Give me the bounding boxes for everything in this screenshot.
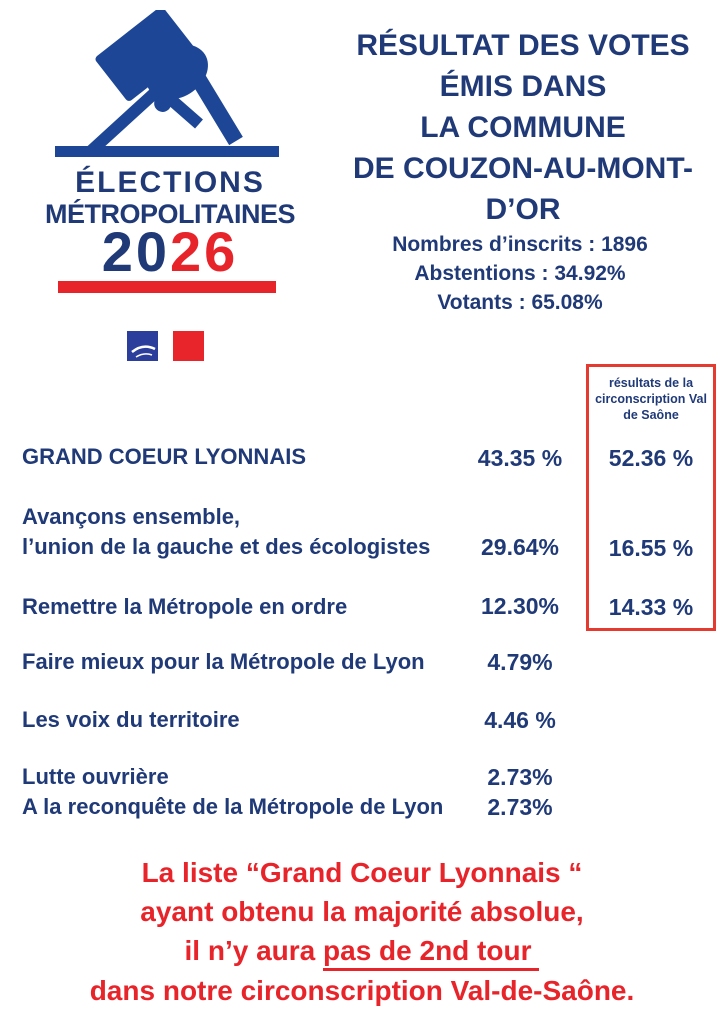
title-line-4: DE COUZON-AU-MONT-D’OR [353,152,693,226]
result-label: GRAND COEUR LYONNAIS [22,444,306,469]
footer-line-4: dans notre circonscription Val-de-Saône. [89,974,635,1006]
title-line-3: LA COMMUNE [420,111,626,144]
circonscription-box [586,364,716,631]
result-label: Les voix du territoire [22,707,240,732]
result-commune-value: 2.73% [487,764,553,790]
logo-title-line2: MÉTROPOLITAINES [44,199,296,229]
logo-title-line1: ÉLECTIONS [75,166,265,199]
participation-stats: Nombres d’inscrits : 1896 Abstentions : … [330,230,710,317]
logo-year-blue: 20 [101,220,170,283]
result-commune-value: 29.64% [480,534,559,560]
result-label: A la reconquête de la Métropole de Lyon [22,794,444,819]
logo-year: 2026 [40,224,300,280]
circ-value-grand-coeur: 52.36 % [608,445,694,471]
circ-header-line-3: de Saône [623,408,679,422]
title-line-1: RÉSULTAT DES VOTES [356,29,690,62]
result-label: Faire mieux pour la Métropole de Lyon [22,649,425,674]
circ-value-remettre: 14.33 % [608,594,694,620]
marianne-profile [165,331,173,361]
result-commune-value: 4.46 % [484,707,556,733]
stat-abstentions: Abstentions : 34.92% [414,262,626,285]
result-commune-value: 12.30% [480,593,559,619]
logo-year-red: 26 [170,220,239,283]
footer-line-1: La liste “Grand Coeur Lyonnais “ [141,857,583,888]
circ-header-line-1: résultats de la [608,376,694,390]
result-label: Lutte ouvrière [22,764,169,789]
stat-inscrits: Nombres d’inscrits : 1896 [392,233,648,256]
result-commune-value: 2.73% [487,794,553,820]
result-label: Avançons ensemble, [22,504,241,529]
footer-line-3: il n’y aura pas de 2nd tour [0,931,724,971]
logo-red-underline [58,281,276,293]
title-line-2: ÉMIS DANS [439,70,607,103]
result-commune-value: 4.79% [487,649,553,675]
result-commune-value: 43.35 % [477,445,563,471]
circonscription-box-header: résultats de la circonscription Val de S… [590,375,712,423]
footer-notice: La liste “Grand Coeur Lyonnais “ ayant o… [0,853,724,1010]
footer-line-2: ayant obtenu la majorité absolue, [140,896,584,927]
result-label: l’union de la gauche et des écologistes [22,534,431,559]
stat-votants: Votants : 65.08% [437,291,603,314]
french-republic-flag-icon [127,331,204,361]
result-label: Remettre la Métropole en ordre [22,594,348,619]
page-title: RÉSULTAT DES VOTES ÉMIS DANS LA COMMUNE … [330,25,716,230]
footer-line-3-prefix: il n’y aura [184,935,324,966]
ballot-baseline-bar [55,146,279,157]
footer-line-3-underlined: pas de 2nd tour [323,935,540,971]
ballot-box-hand-icon [55,10,279,157]
circ-value-avancons: 16.55 % [608,535,694,561]
circ-header-line-2: circonscription Val [595,392,707,406]
